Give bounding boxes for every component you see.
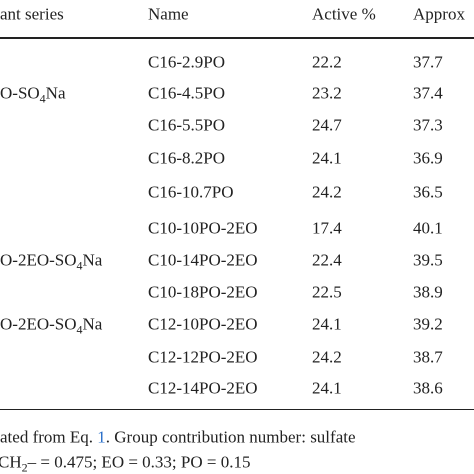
column-header: Name xyxy=(148,4,189,24)
series-label: O-2EO-SO4Na xyxy=(0,250,103,272)
footnote-subscript: 2 xyxy=(21,460,28,474)
table-cell: 37.7 xyxy=(413,52,443,72)
table-cell: C16-4.5PO xyxy=(148,83,225,103)
footnote-text: . Group contribution number: sulfate xyxy=(105,427,356,447)
column-header: Active % xyxy=(312,4,376,24)
table-cell: 38.7 xyxy=(413,347,443,367)
table-cell: 23.2 xyxy=(312,83,342,103)
table-cell: 17.4 xyxy=(312,218,342,238)
header-rule xyxy=(0,37,474,39)
label-text: O-2EO-SO xyxy=(0,314,77,334)
table-cell: C12-10PO-2EO xyxy=(148,314,258,334)
footnote-text: CH xyxy=(0,452,22,472)
table-cell: C10-14PO-2EO xyxy=(148,250,258,270)
table-cell: 22.2 xyxy=(312,52,342,72)
table-cell: C16-10.7PO xyxy=(148,182,234,202)
label-subscript: 4 xyxy=(76,322,83,337)
table-cell: C16-2.9PO xyxy=(148,52,225,72)
table-cell: C10-18PO-2EO xyxy=(148,282,258,302)
table-cell: C10-10PO-2EO xyxy=(148,218,258,238)
table-cell: 37.3 xyxy=(413,115,443,135)
table-cell: 38.6 xyxy=(413,378,443,398)
label-text: O-SO xyxy=(0,83,40,103)
table-cell: 24.7 xyxy=(312,115,342,135)
label-text: Na xyxy=(45,83,66,103)
table-cell: 22.5 xyxy=(312,282,342,302)
footnote-text: ated from Eq. xyxy=(0,427,98,447)
label-subscript: 4 xyxy=(76,258,83,273)
series-label: O-2EO-SO4Na xyxy=(0,314,103,336)
table-cell: 39.5 xyxy=(413,250,443,270)
table-cell: 39.2 xyxy=(413,314,443,334)
series-label: O-SO4Na xyxy=(0,83,66,105)
label-text: O-2EO-SO xyxy=(0,250,77,270)
label-text: Na xyxy=(82,250,103,270)
column-header: ant series xyxy=(0,4,64,24)
table-cell: C16-5.5PO xyxy=(148,115,225,135)
table-cell: C12-14PO-2EO xyxy=(148,378,258,398)
table-cell: 37.4 xyxy=(413,83,443,103)
footnote-text: – = 0.475; EO = 0.33; PO = 0.15 xyxy=(27,452,251,472)
footnote-line: ated from Eq. 1. Group contribution numb… xyxy=(0,429,356,446)
table-cell: 40.1 xyxy=(413,218,443,238)
label-subscript: 4 xyxy=(39,91,46,106)
label-text: Na xyxy=(82,314,103,334)
table-cell: 36.9 xyxy=(413,148,443,168)
table-cell: 24.2 xyxy=(312,347,342,367)
footnote-line: CH2– = 0.475; EO = 0.33; PO = 0.15 xyxy=(0,452,251,474)
table-cell: 24.1 xyxy=(312,148,342,168)
table-cell: C12-12PO-2EO xyxy=(148,347,258,367)
table-cell: 38.9 xyxy=(413,282,443,302)
bottom-rule xyxy=(0,409,474,410)
table-cell: 36.5 xyxy=(413,182,443,202)
column-header: Approx xyxy=(413,4,465,24)
equation-link[interactable]: 1 xyxy=(97,427,106,447)
table-cell: 24.2 xyxy=(312,182,342,202)
table-cell: 22.4 xyxy=(312,250,342,270)
table-cell: 24.1 xyxy=(312,378,342,398)
table-cell: 24.1 xyxy=(312,314,342,334)
table-cell: C16-8.2PO xyxy=(148,148,225,168)
